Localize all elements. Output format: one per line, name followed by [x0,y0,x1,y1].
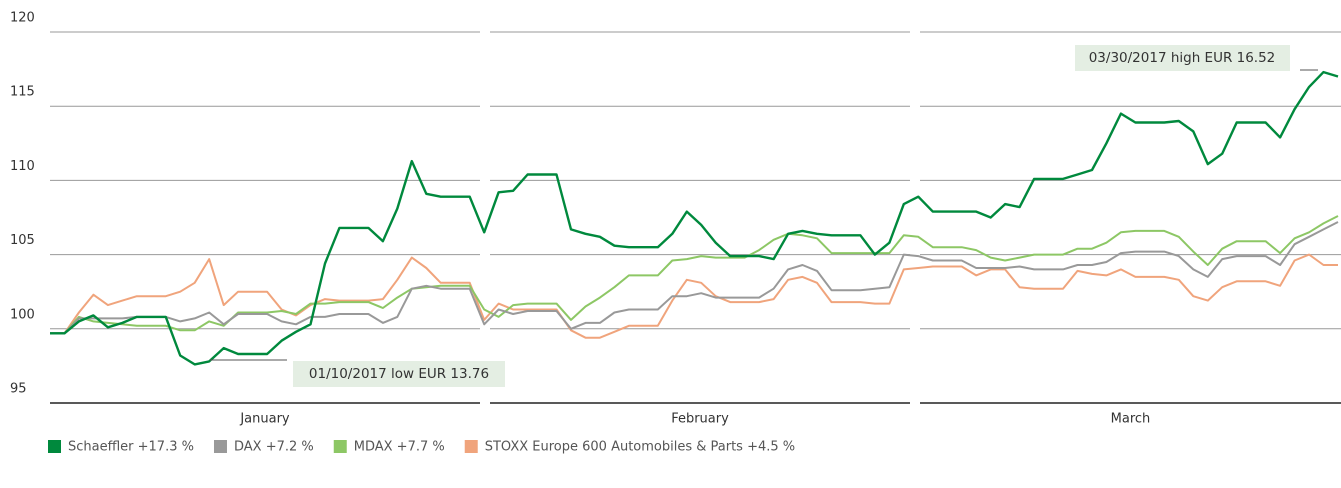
lines [50,70,1339,366]
series-line [50,253,1338,339]
x-tick-label: March [1111,412,1151,427]
annotation: 03/30/2017 high EUR 16.52 [1089,50,1276,66]
y-tick-label: 115 [10,85,35,100]
series-line [50,70,1339,366]
legend-label: Schaeffler +17.3 % [68,440,194,455]
legend: Schaeffler +17.3 % DAX +7.2 % MDAX +7.7 % S… [48,440,795,455]
y-tick-label: 95 [10,382,27,397]
annotation: 01/10/2017 low EUR 13.76 [309,366,489,382]
series-line [50,215,1339,335]
y-tick-label: 100 [10,307,35,322]
series-line [50,221,1339,335]
x-tick-label: January [239,412,290,427]
x-tick-label: February [671,412,729,427]
grid: 95 100 105 110 115 120 January February March [10,11,1341,427]
legend-swatch [464,440,478,453]
legend-swatch [48,440,61,453]
annotation-box [293,361,505,387]
legend-label: MDAX +7.7 % [354,440,445,455]
y-tick-label: 110 [10,159,35,174]
y-tick-label: 120 [10,11,35,26]
annotation-box [1075,45,1290,71]
legend-swatch [213,440,227,453]
legend-label: STOXX Europe 600 Automobiles & Parts +4.… [485,440,795,455]
y-tick-label: 105 [10,233,35,248]
legend-label: DAX +7.2 % [234,440,314,455]
legend-swatch [333,440,347,453]
